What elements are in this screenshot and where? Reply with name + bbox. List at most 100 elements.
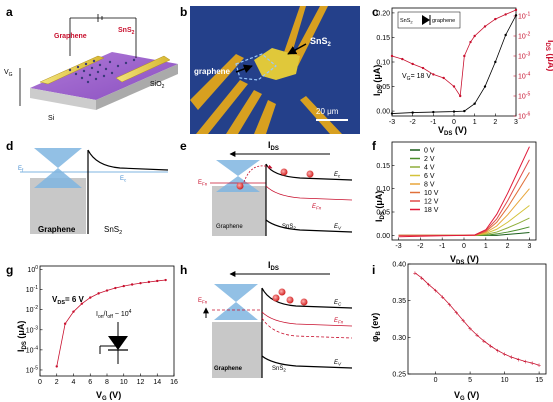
y-tick-label: 0.10 [376,60,390,67]
panel-letter: c [372,5,379,19]
y-tick-label: 0.15 [376,163,390,170]
data-point: + [468,326,472,333]
series-line [56,279,166,367]
data-point [156,279,159,283]
data-point: + [489,344,493,351]
y-tick-label: 0.40 [392,262,406,269]
electron [306,170,314,178]
y-tick-label: 10-4 [26,345,38,354]
label-efn: EFn [198,180,208,187]
x-tick-label: -2 [417,243,423,250]
label-graphene: graphene [194,67,231,76]
data-point [63,322,67,325]
y-axis-label: IDS (μA) [374,191,386,222]
y-tick-label: 10-2 [26,305,38,314]
panel-h: h IDS EFn EC EFn EV Graphene SnS2 [180,260,353,378]
data-point [432,110,435,114]
x-axis-label: VDS (V) [438,125,467,137]
y-axis-label-right: IDS (μA) [544,40,553,71]
y-ticks: 0.00 0.05 0.10 0.15 [376,163,395,240]
label-efn: EFn [198,298,208,305]
data-point [463,54,466,58]
panel-letter: e [180,139,187,153]
electrode-left [39,55,105,85]
panel-letter: h [180,263,187,277]
electron [286,296,294,304]
graphene-block [212,186,266,236]
legend-label: 2 V [424,156,435,163]
vds-annotation: VDS= 6 V [52,295,85,306]
label-sns2: SnS2 [118,27,135,36]
diode-symbol [99,322,128,364]
y-ticks: 100 10-1 10-2 10-3 10-4 10-5 [26,265,43,374]
data-point: + [496,348,500,355]
si-substrate [30,88,96,110]
panel-b: b SnS2 graphene 20 μm [180,5,360,134]
electron [278,288,286,296]
panel-d: d Ef Ec Graphene SnS2 [6,139,169,236]
y-ticks-right: 10-1 10-2 10-3 10-4 10-5 10-6 [513,12,530,121]
dirac-cone-upper [216,160,260,176]
x-tick-label: -2 [410,119,416,126]
legend-label: 18 V [424,207,439,214]
label-vg: VG [4,69,13,78]
x-tick-label: 1 [484,243,488,250]
label-ids: IDS [268,260,279,272]
legend-label: 0 V [424,148,435,155]
x-tick-label: 2 [506,243,510,250]
label-sns2: SnS2 [104,225,122,236]
band-efn [265,185,353,201]
data-point [139,281,142,285]
band-efn [261,311,353,327]
panel-c: c -3 -2 -1 0 1 2 3 0.000.050.100.150.20 10-110… [372,5,553,137]
y-tick-label: 0.05 [376,84,390,91]
data-point [164,278,167,282]
x-tick-label: 16 [170,379,178,386]
series-line [398,159,530,236]
x-tick-label: -1 [439,243,445,250]
series-line [398,146,530,238]
y-tick-label: 0.20 [376,10,390,17]
x-tick-label: 0 [462,243,466,250]
y-tick-label: 100 [27,265,38,274]
micrograph-electrodes [190,6,342,134]
band-edge [87,149,169,234]
y-tick-label: 0.25 [392,372,406,379]
panel-letter: b [180,5,187,19]
data-point [494,60,497,64]
x-tick-label: 5 [468,377,472,384]
data-point [504,33,507,37]
y-tick-label: 0.05 [376,210,390,217]
series: ++++++++++++++ + + + + + [413,270,541,369]
panel-f: f -3 -2 -1 0 1 2 3 0.00 0.05 0.10 0.15 0 V2 V 4 V6… [372,139,537,266]
data-point [432,73,435,76]
series-line [398,172,530,236]
x-tick-label: 2 [55,379,59,386]
x-tick-label: 14 [153,379,161,386]
x-tick-label: 3 [528,243,532,250]
y-axis-label: IDS (μA) [372,65,384,96]
y-axis-label: IDS (μA) [16,321,28,352]
data-point [390,112,394,115]
data-point [72,310,75,313]
data-point [421,66,425,70]
x-tick-label: 12 [137,379,145,386]
lattice-dots [68,58,136,84]
y-tick-label: 0.00 [376,109,390,116]
data-point: + [509,355,513,362]
panel-letter: g [6,263,13,277]
data-point [463,109,466,113]
label-ef: Ef [18,166,24,173]
legend-right: graphene [432,18,455,24]
x-tick-label: -1 [430,119,436,126]
electrode-right [115,55,171,83]
graphene-outline [235,53,277,81]
x-tick-label: 0 [434,377,438,384]
data-point [483,25,487,28]
y-tick-label: 0.15 [376,35,390,42]
label-ev: EV [334,224,342,231]
x-tick-label: 0 [38,379,42,386]
label-graphene: Graphene [216,224,243,230]
x-tick-label: 10 [120,379,128,386]
data-point [97,292,100,295]
